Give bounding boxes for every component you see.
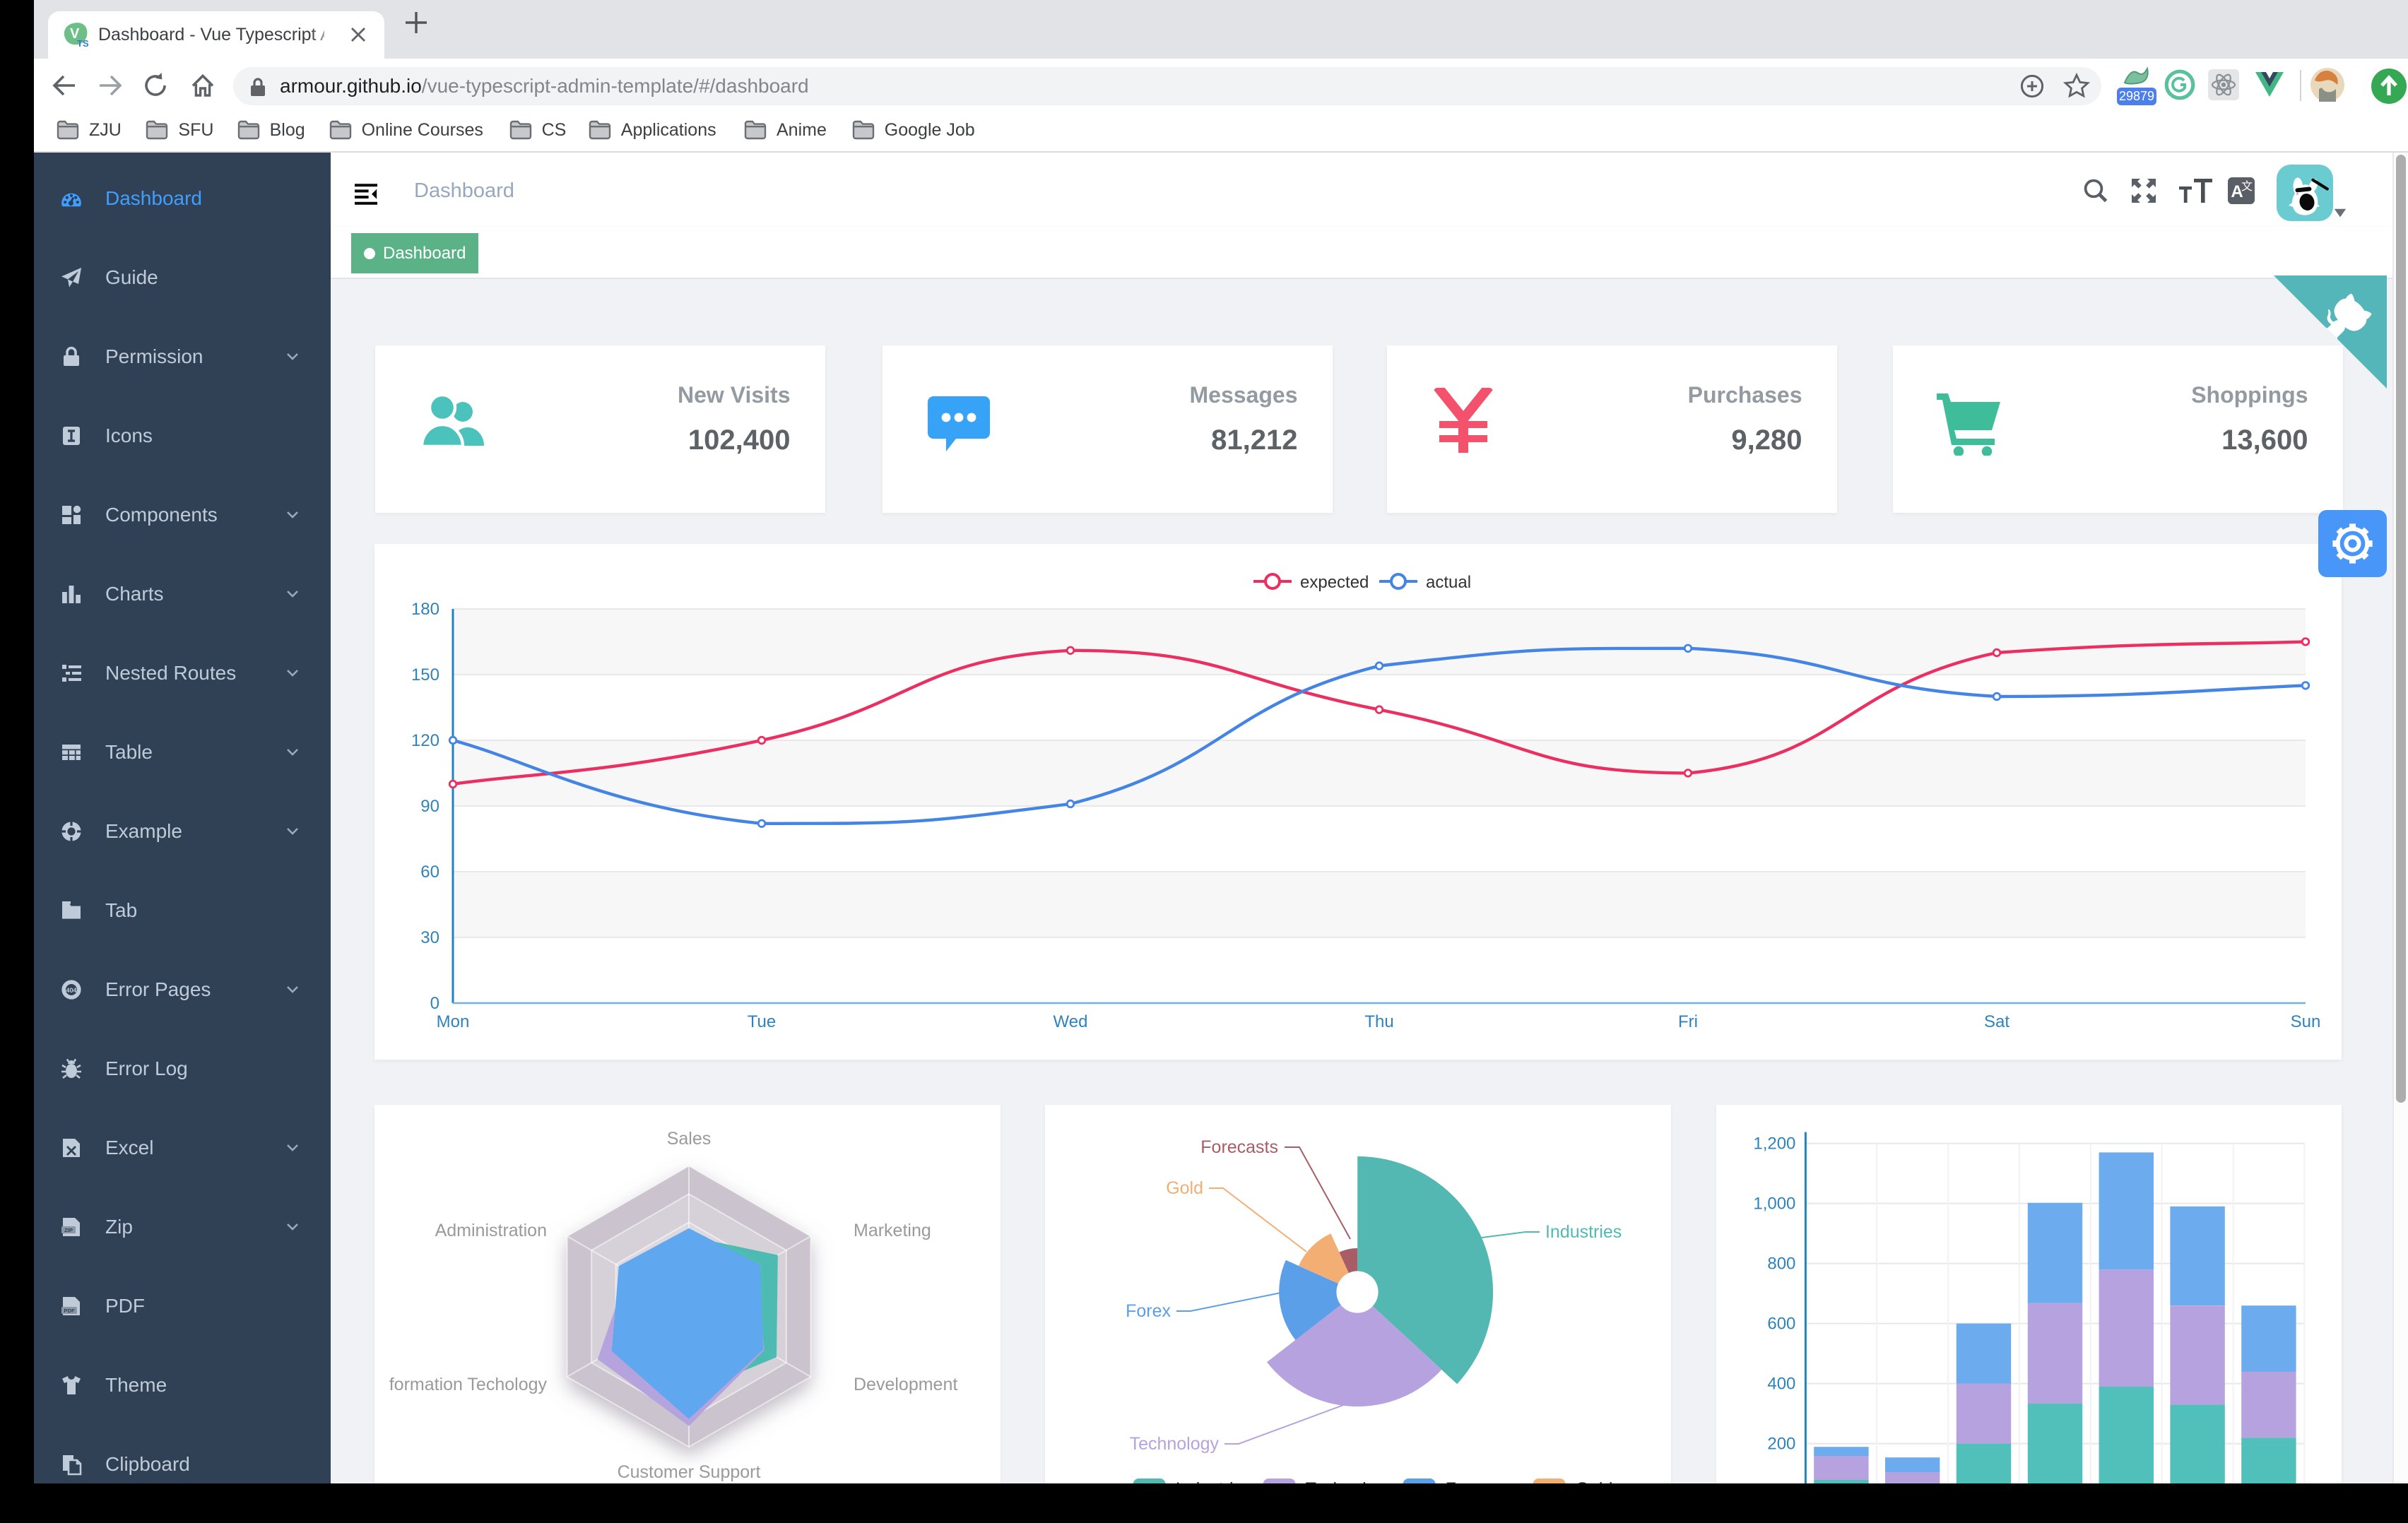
svg-text:404: 404 [66,987,77,994]
svg-text:600: 600 [1767,1315,1795,1334]
svg-text:Industries: Industries [1545,1222,1622,1242]
svg-text:TS: TS [77,38,88,49]
svg-text:Sun: Sun [2291,1012,2321,1031]
svg-text:800: 800 [1767,1255,1795,1274]
svg-text:Forex: Forex [1446,1479,1491,1483]
svg-text:30: 30 [420,928,439,947]
svg-text:90: 90 [420,797,439,816]
svg-text:文: 文 [2241,180,2253,193]
svg-text:Forecasts: Forecasts [1201,1137,1279,1157]
svg-text:Marketing: Marketing [854,1221,931,1240]
svg-text:Thu: Thu [1364,1012,1393,1031]
svg-text:Fri: Fri [1678,1012,1698,1031]
svg-text:1,200: 1,200 [1753,1134,1795,1154]
svg-text:Customer Support: Customer Support [618,1462,761,1482]
svg-text:Sat: Sat [1984,1012,2009,1031]
svg-text:Wed: Wed [1054,1012,1088,1031]
svg-text:ZIP: ZIP [64,1227,73,1233]
svg-text:PDF: PDF [64,1308,75,1314]
svg-text:400: 400 [1767,1375,1795,1394]
svg-text:formation Techology: formation Techology [389,1375,548,1394]
svg-text:actual: actual [1426,573,1471,592]
svg-text:150: 150 [411,665,439,685]
svg-text:60: 60 [420,863,439,882]
svg-text:Mon: Mon [437,1012,470,1031]
svg-text:V: V [70,26,80,42]
svg-text:200: 200 [1767,1435,1795,1454]
svg-text:Gold: Gold [1167,1178,1204,1198]
svg-text:A: A [2231,182,2243,201]
svg-text:Development: Development [854,1375,957,1394]
svg-text:Sales: Sales [667,1129,712,1149]
svg-text:Tue: Tue [748,1012,776,1031]
svg-text:Industries: Industries [1176,1479,1252,1483]
svg-text:120: 120 [411,731,439,750]
svg-text:0: 0 [430,994,439,1013]
svg-text:expected: expected [1300,573,1369,592]
svg-text:180: 180 [411,600,439,619]
svg-text:Gold: Gold [1576,1479,1613,1483]
svg-text:Forex: Forex [1126,1301,1171,1321]
svg-text:Administration: Administration [435,1221,547,1240]
svg-text:Technology: Technology [1130,1434,1220,1454]
svg-text:1,000: 1,000 [1753,1195,1795,1214]
svg-text:Technology: Technology [1306,1479,1395,1483]
